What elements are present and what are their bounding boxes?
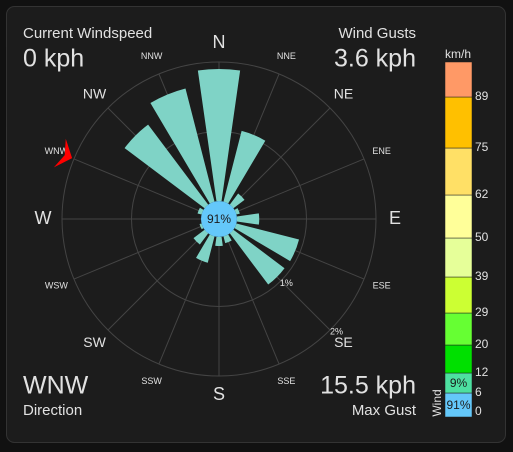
petal — [124, 124, 209, 209]
ring-label: 1% — [280, 278, 293, 288]
calm-label: 91% — [207, 212, 231, 226]
petal — [236, 213, 260, 225]
scale-block — [444, 61, 473, 98]
scale-tick-label: 75 — [475, 140, 489, 154]
direction-pointer — [53, 138, 73, 168]
scale-block — [444, 194, 473, 239]
compass-label: ENE — [372, 146, 391, 156]
scale-tick-label: 12 — [475, 365, 489, 379]
ring-label: 2% — [330, 326, 343, 336]
card — [6, 6, 506, 443]
wind-gusts-value: 3.6 kph — [334, 45, 416, 73]
petal — [193, 229, 209, 245]
scale-block — [444, 276, 473, 314]
scale-tick-label: 6 — [475, 385, 482, 399]
scale-tick-label: 50 — [475, 230, 489, 244]
compass-label: NNW — [141, 51, 163, 61]
scale-block — [444, 237, 473, 278]
compass-label: ESE — [373, 281, 391, 291]
compass-label: W — [35, 208, 52, 228]
compass-label: N — [213, 32, 226, 52]
calm-circle — [201, 201, 237, 237]
compass-label: S — [213, 384, 225, 404]
max-gust-label: Max Gust — [352, 402, 417, 419]
scale-block — [444, 392, 473, 418]
petal — [197, 68, 241, 202]
compass-label: SSE — [277, 376, 295, 386]
scale-tick-label: 29 — [475, 305, 489, 319]
scale-block — [444, 344, 473, 374]
petal — [197, 207, 204, 215]
compass-label: NNE — [277, 51, 296, 61]
compass-label: SE — [334, 334, 353, 350]
scale-tick-label: 20 — [475, 337, 489, 351]
scale-label: Wind — [430, 389, 444, 416]
scale-tick-label: 89 — [475, 89, 489, 103]
scale-block — [444, 96, 473, 149]
direction-value: WNW — [23, 372, 89, 400]
petal — [234, 223, 300, 262]
petal — [223, 234, 232, 244]
compass-label: NE — [334, 85, 353, 101]
compass-label: WSW — [45, 281, 68, 291]
scale-tick-label: 39 — [475, 269, 489, 283]
petal — [229, 193, 245, 209]
petal — [150, 88, 215, 204]
scale-block — [444, 312, 473, 346]
petal — [215, 236, 223, 247]
max-gust-value: 15.5 kph — [320, 372, 416, 400]
petal — [234, 208, 240, 215]
scale-percent: 91% — [446, 398, 470, 412]
scale-percent: 9% — [450, 376, 468, 390]
compass-label: E — [389, 208, 401, 228]
direction-label: Direction — [23, 402, 82, 419]
scale-tick-label: 62 — [475, 187, 489, 201]
compass-label: SW — [83, 334, 106, 350]
wind-gusts-label: Wind Gusts — [338, 25, 416, 42]
ring — [61, 61, 377, 377]
scale-block — [444, 147, 473, 196]
current-windspeed-label: Current Windspeed — [23, 25, 152, 42]
petal — [196, 234, 215, 263]
petal — [199, 223, 204, 230]
compass-label: SSW — [141, 376, 162, 386]
compass-label: NW — [83, 85, 107, 101]
scale-tick-label: 0 — [475, 404, 482, 418]
petal — [223, 130, 266, 204]
petal — [229, 229, 285, 285]
compass-label: WNW — [45, 146, 69, 156]
current-windspeed-value: 0 kph — [23, 45, 84, 73]
scale-unit: km/h — [445, 47, 471, 61]
